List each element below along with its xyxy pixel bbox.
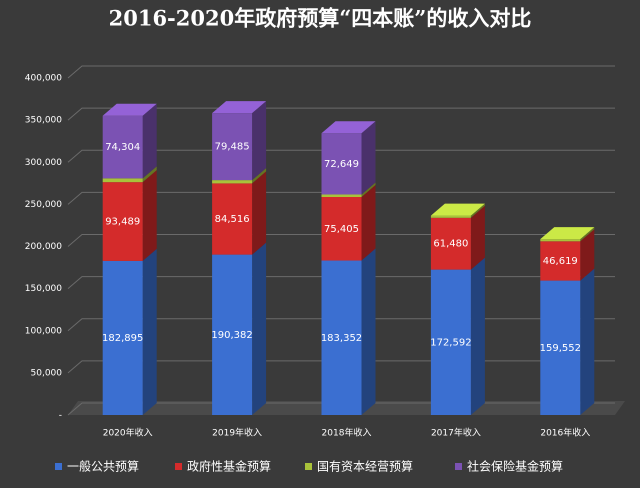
legend-label: 一般公共预算 [67, 459, 139, 474]
bar-side [580, 268, 595, 415]
legend-label: 国有资本经营预算 [317, 459, 413, 474]
y-tick-label: 200,000 [25, 242, 62, 252]
bar-side [252, 101, 267, 181]
bar-top [102, 103, 157, 116]
bar-segment [212, 183, 253, 255]
bar-segment [430, 269, 471, 415]
y-tick-label: 100,000 [25, 326, 62, 336]
legend-label: 社会保险基金预算 [467, 459, 563, 474]
bar-side [361, 184, 376, 261]
data-label: 183,352 [321, 333, 362, 344]
y-tick-label: 50,000 [31, 368, 63, 378]
bar-side [142, 103, 157, 179]
legend-label: 政府性基金预算 [187, 459, 271, 474]
bar-segment [430, 215, 471, 218]
bar-side [580, 227, 595, 242]
data-label: 79,485 [215, 142, 250, 153]
data-label: 172,592 [430, 337, 471, 348]
grid-line [67, 149, 615, 163]
data-label: 72,649 [324, 159, 359, 170]
bar-side [361, 182, 376, 197]
legend-swatch [55, 463, 62, 470]
bar-side [470, 205, 485, 270]
y-tick-label: 250,000 [25, 200, 62, 210]
data-label: 182,895 [102, 333, 143, 344]
bar-segment [102, 115, 143, 179]
grid-line [67, 65, 615, 79]
bar-segment [321, 196, 362, 261]
data-label: 93,489 [105, 217, 140, 228]
data-label: 159,552 [540, 343, 581, 354]
data-label: 190,382 [211, 330, 252, 341]
bar-side [252, 168, 267, 184]
bar-segment [321, 194, 362, 197]
bar-segment [102, 182, 143, 261]
bar-side [361, 248, 376, 415]
bar-top [321, 121, 376, 134]
bar-segment [321, 133, 362, 195]
x-tick-label: 2018年收入 [322, 427, 372, 439]
bar-side [142, 248, 157, 415]
grid-line [67, 107, 615, 121]
chart-title: 2016-2020年政府预算“四本账”的收入对比 [109, 6, 532, 31]
grid-line [67, 191, 615, 205]
bar-segment [430, 217, 471, 270]
bar-segment [540, 280, 581, 415]
bar-side [580, 229, 595, 281]
x-tick-label: 2019年收入 [212, 427, 262, 439]
legend-swatch [455, 463, 462, 470]
y-tick-label: 150,000 [25, 284, 62, 294]
legend-swatch [175, 463, 182, 470]
y-tick-label: - [59, 411, 62, 421]
bar-segment [540, 241, 581, 281]
y-tick-label: 350,000 [25, 116, 62, 126]
bar-segment [321, 260, 362, 415]
bar-top [430, 203, 485, 216]
x-tick-label: 2020年收入 [103, 427, 153, 439]
bar-side [470, 257, 485, 415]
bar-segment [540, 239, 581, 242]
legend-swatch [305, 463, 312, 470]
bar-segment [102, 260, 143, 415]
bar-side [252, 242, 267, 415]
data-label: 61,480 [433, 239, 468, 250]
bar-segment [212, 180, 253, 184]
data-label: 84,516 [215, 214, 250, 225]
bar-side [142, 170, 157, 261]
bar-top [540, 227, 595, 240]
data-label: 46,619 [543, 256, 578, 267]
bar-side [361, 121, 376, 195]
x-tick-label: 2016年收入 [540, 427, 590, 439]
y-tick-label: 400,000 [25, 74, 62, 84]
bar-side [142, 166, 157, 183]
bar-segment [102, 178, 143, 183]
bar-segment [212, 254, 253, 415]
data-label: 74,304 [105, 142, 140, 153]
y-tick-label: 300,000 [25, 158, 62, 168]
bar-side [470, 203, 485, 218]
x-tick-label: 2017年收入 [431, 427, 481, 439]
data-label: 75,405 [324, 224, 359, 235]
bar-side [252, 171, 267, 255]
bar-segment [212, 113, 253, 181]
bar-top [212, 101, 267, 114]
